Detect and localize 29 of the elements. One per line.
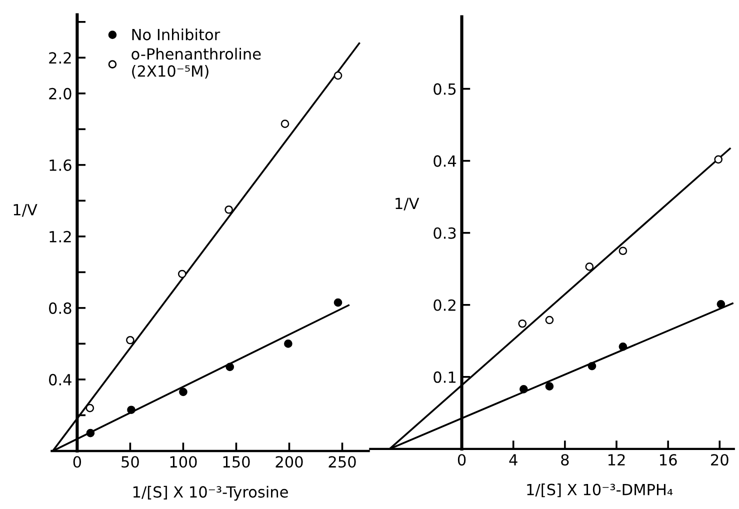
x-tick-label: 8	[561, 454, 569, 466]
x-tick-label: 250	[328, 456, 356, 468]
legend-label: o-Phenanthroline (2X10⁻⁵M)	[132, 48, 261, 79]
x-tick-label: 12	[608, 454, 625, 466]
y-tick-label: 0.8	[49, 302, 72, 314]
y-tick-label: 0.2	[434, 299, 456, 311]
legend-label: No Inhibitor	[132, 28, 220, 40]
y-tick-label: 0.5	[434, 83, 456, 95]
y-tick-label: 0.4	[49, 374, 72, 386]
x-axis-title: 1/[S] X 10⁻³-Tyrosine	[133, 486, 288, 501]
x-axis-title: 1/[S] X 10⁻³-DMPH₄	[527, 484, 673, 498]
x-tick-label: 200	[276, 456, 303, 468]
x-tick-label: 0	[73, 456, 82, 468]
y-tick-label: 0.3	[434, 227, 456, 239]
x-tick-label: 100	[170, 456, 197, 468]
x-tick-label: 4	[509, 454, 518, 466]
x-tick-label: 50	[122, 456, 139, 468]
x-tick-label: 20	[711, 454, 728, 466]
y-tick-label: 1.2	[50, 230, 71, 242]
y-tick-label: 2.0	[49, 88, 72, 100]
x-tick-label: 16	[660, 454, 677, 466]
y-tick-label: 0.1	[434, 371, 456, 383]
y-tick-label: 0.4	[434, 155, 456, 167]
y-tick-label: 1.6	[50, 159, 72, 171]
y-tick-label: 2.2	[49, 52, 71, 64]
x-tick-label: 0	[458, 454, 466, 466]
x-tick-label: 150	[223, 456, 250, 468]
y-axis-title: 1/V	[396, 198, 420, 210]
y-axis-title: 1/V	[14, 204, 38, 217]
